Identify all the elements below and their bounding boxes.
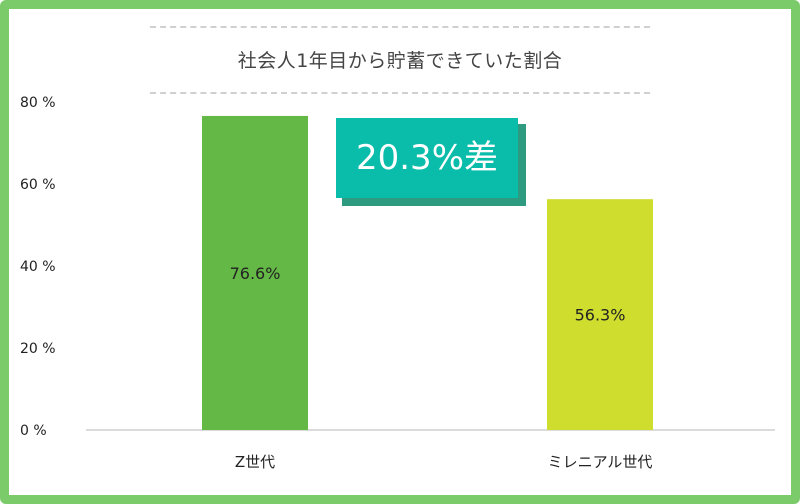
bar: [547, 199, 653, 430]
title-area: 社会人1年目から貯蓄できていた割合: [150, 26, 650, 94]
y-tick-label: 80 %: [20, 95, 56, 111]
y-tick-label: 0 %: [20, 423, 47, 439]
y-tick-label: 60 %: [20, 177, 56, 193]
y-axis: 0 % 20 % 40 % 60 % 80 %: [20, 95, 56, 439]
bar: [202, 115, 308, 430]
title-divider-bottom: [150, 92, 650, 94]
difference-badge: 20.3%差: [336, 118, 518, 198]
chart-title: 社会人1年目から貯蓄できていた割合: [237, 50, 563, 72]
x-axis: Z世代 ミレニアル世代: [235, 453, 653, 471]
title-divider-top: [150, 26, 650, 28]
y-tick-label: 20 %: [20, 341, 56, 357]
bar-value-label: 76.6%: [230, 264, 281, 283]
bar-value-label: 56.3%: [575, 306, 626, 325]
bars: 76.6% 56.3%: [202, 115, 653, 430]
x-tick-label: ミレニアル世代: [548, 453, 653, 471]
y-tick-label: 40 %: [20, 259, 56, 275]
x-tick-label: Z世代: [235, 453, 275, 471]
